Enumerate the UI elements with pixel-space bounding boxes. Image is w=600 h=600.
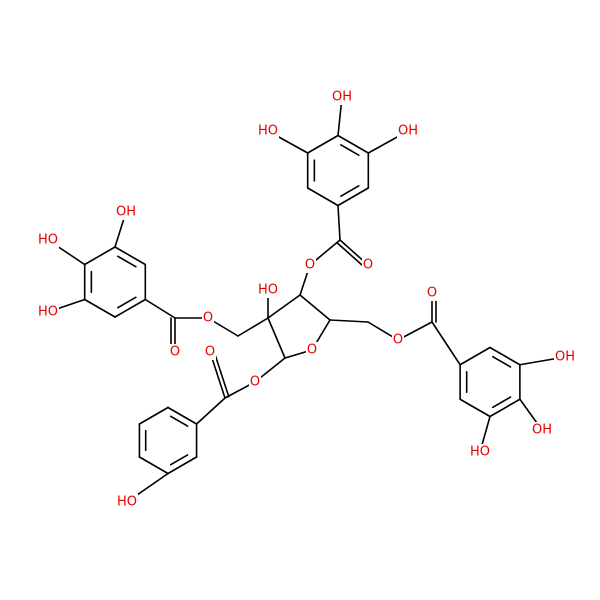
- bond: [491, 396, 512, 409]
- bond: [83, 298, 116, 318]
- atom-label: O: [305, 258, 315, 273]
- label-background: [37, 232, 59, 248]
- label-background: [204, 344, 216, 360]
- bonds: [47, 96, 566, 503]
- label-background: [115, 204, 137, 220]
- atom-label: HO: [117, 495, 137, 510]
- bond: [340, 184, 360, 197]
- bond: [167, 406, 198, 425]
- bond: [144, 298, 176, 319]
- bond: [213, 349, 230, 398]
- bond: [83, 246, 116, 266]
- bond: [114, 298, 147, 318]
- label-background: [392, 332, 404, 348]
- label-background: [554, 349, 576, 365]
- bond: [169, 415, 189, 427]
- bond: [489, 346, 521, 366]
- atom-label: O: [203, 311, 213, 326]
- label-background: [426, 285, 438, 301]
- atom-label: OH: [532, 423, 552, 438]
- label-background: [304, 257, 316, 273]
- atom-label: HO: [258, 124, 278, 139]
- atom-label: OH: [398, 124, 418, 139]
- bond: [117, 255, 137, 268]
- bond: [117, 296, 137, 309]
- atom-label: O: [250, 375, 260, 390]
- atom-label: HO: [38, 233, 58, 248]
- atom-label: O: [393, 333, 403, 348]
- bond: [237, 317, 269, 337]
- bond: [138, 456, 169, 475]
- bond: [337, 204, 341, 241]
- label-background: [306, 342, 318, 358]
- label-background: [469, 444, 491, 460]
- bond: [329, 319, 369, 323]
- label-background: [249, 374, 261, 390]
- bond: [459, 398, 491, 418]
- label-background: [362, 257, 374, 273]
- atom-label: OH: [332, 90, 352, 105]
- bond: [489, 398, 521, 418]
- bond: [431, 321, 461, 366]
- atom-label: O: [205, 345, 215, 360]
- atom-label: HO: [470, 445, 490, 460]
- atom-label: OH: [116, 205, 136, 220]
- label-background: [116, 494, 138, 510]
- bond: [267, 294, 301, 319]
- bond: [306, 187, 339, 207]
- label-background: [37, 304, 59, 320]
- bond: [306, 134, 339, 154]
- bond: [195, 397, 226, 425]
- bond: [491, 355, 512, 368]
- label-background: [169, 344, 181, 360]
- atom-label: HO: [258, 283, 278, 298]
- label-background: [257, 123, 279, 139]
- atom-label: O: [427, 286, 437, 301]
- bond: [336, 242, 367, 269]
- label-background: [397, 123, 419, 139]
- bond: [337, 134, 370, 154]
- label-background: [257, 282, 279, 298]
- atom-label: O: [363, 258, 373, 273]
- atom-label: O: [307, 343, 317, 358]
- label-background: [331, 89, 353, 105]
- bond: [299, 294, 331, 321]
- bond: [138, 406, 169, 425]
- bond: [340, 144, 360, 157]
- atom-label: OH: [555, 350, 575, 365]
- label-background: [531, 422, 553, 438]
- bond: [114, 246, 147, 266]
- label-background: [202, 310, 214, 326]
- bond: [267, 317, 286, 359]
- bond: [459, 346, 491, 366]
- bond: [337, 187, 370, 207]
- bond: [169, 454, 189, 466]
- atom-label: O: [170, 345, 180, 360]
- atom-label: HO: [38, 305, 58, 320]
- bond: [167, 456, 198, 475]
